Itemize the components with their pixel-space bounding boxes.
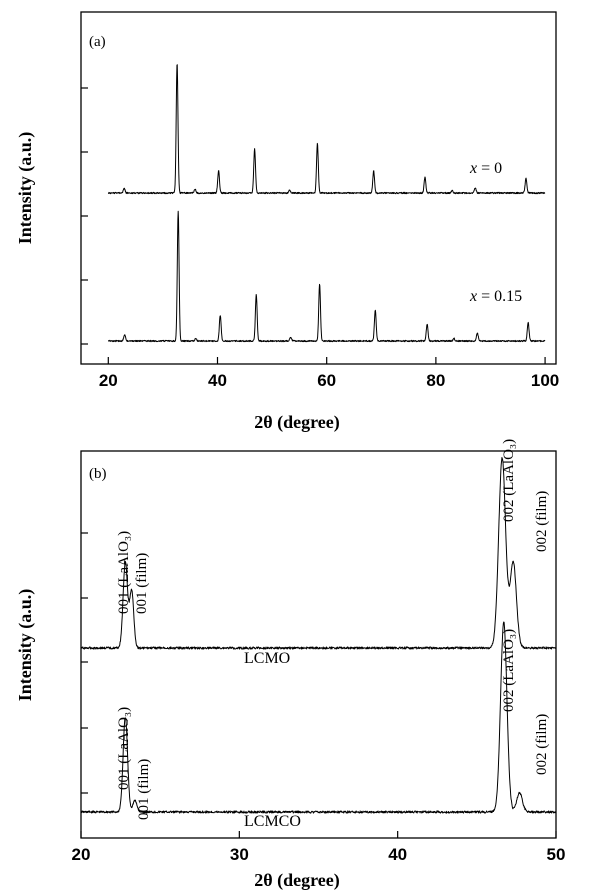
annotation-lcmo-002-film: 002 (film) (534, 491, 550, 552)
x-tick-label: 100 (531, 371, 559, 390)
panel-b-y-ticks (81, 532, 88, 794)
xrd-trace-lcmco (80, 621, 557, 814)
xrd-trace-lcmo (80, 457, 557, 650)
annotation-lcmco-001-substrate: 001 (LaAlO₃) (116, 707, 132, 790)
series-label-lcmo: LCMO (244, 650, 290, 667)
annotation-lcmco-001-film: 001 (film) (136, 759, 152, 820)
x-tick-label: 20 (99, 371, 118, 390)
x-tick-label: 50 (547, 845, 566, 864)
x-tick-label: 60 (317, 371, 336, 390)
panel-b-y-axis-label: Intensity (a.u.) (15, 589, 36, 702)
panel-a-label: (a) (89, 34, 106, 50)
x-tick-label: 80 (426, 371, 445, 390)
x-tick-label: 20 (72, 845, 91, 864)
panel-a-y-ticks (81, 87, 88, 345)
series-label-x015: x = 0.15 (469, 288, 522, 305)
xrd-trace-x0 (107, 64, 546, 195)
panel-b-x-axis-label: 2θ (degree) (254, 870, 340, 891)
panel-b: (b) 20 30 40 50 LCMO LCMCO 001 (LaAlO₃) 001… (15, 439, 565, 891)
xrd-trace-x015 (108, 210, 546, 343)
x-tick-label: 40 (388, 845, 407, 864)
panel-a: (a) 20 40 60 80 100 x = 0 x = 0.15 2θ (degre… (15, 11, 559, 433)
panel-b-traces (80, 457, 557, 814)
panel-b-frame (80, 450, 557, 839)
annotation-lcmo-002-substrate: 002 (LaAlO₃) (501, 439, 517, 522)
panel-a-frame (80, 11, 557, 365)
panel-b-label: (b) (89, 466, 107, 482)
x-tick-label: 30 (230, 845, 249, 864)
annotation-lcmco-002-substrate: 002 (LaAlO₃) (501, 629, 517, 712)
x-tick-label: 40 (208, 371, 227, 390)
annotation-lcmo-001-film: 001 (film) (134, 553, 150, 614)
annotation-lcmco-002-film: 002 (film) (534, 714, 550, 775)
panel-a-x-ticks: 20 40 60 80 100 (99, 357, 559, 390)
panel-a-x-axis-label: 2θ (degree) (254, 412, 340, 433)
panel-a-y-axis-label: Intensity (a.u.) (15, 132, 36, 245)
series-label-lcmco: LCMCO (244, 813, 301, 830)
panel-a-traces (107, 64, 546, 343)
annotation-lcmo-001-substrate: 001 (LaAlO₃) (116, 531, 132, 614)
series-label-x0: x = 0 (469, 160, 502, 177)
panel-b-x-ticks: 20 30 40 50 (72, 831, 566, 864)
